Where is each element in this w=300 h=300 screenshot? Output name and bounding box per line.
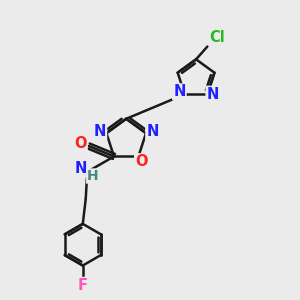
Text: Cl: Cl xyxy=(210,30,225,45)
Text: N: N xyxy=(146,124,159,139)
Text: H: H xyxy=(87,169,98,183)
Text: F: F xyxy=(78,278,88,293)
Text: N: N xyxy=(207,87,219,102)
Text: N: N xyxy=(173,84,186,99)
Text: N: N xyxy=(94,124,106,139)
Text: O: O xyxy=(135,154,148,169)
Text: N: N xyxy=(74,161,87,176)
Text: O: O xyxy=(74,136,87,151)
